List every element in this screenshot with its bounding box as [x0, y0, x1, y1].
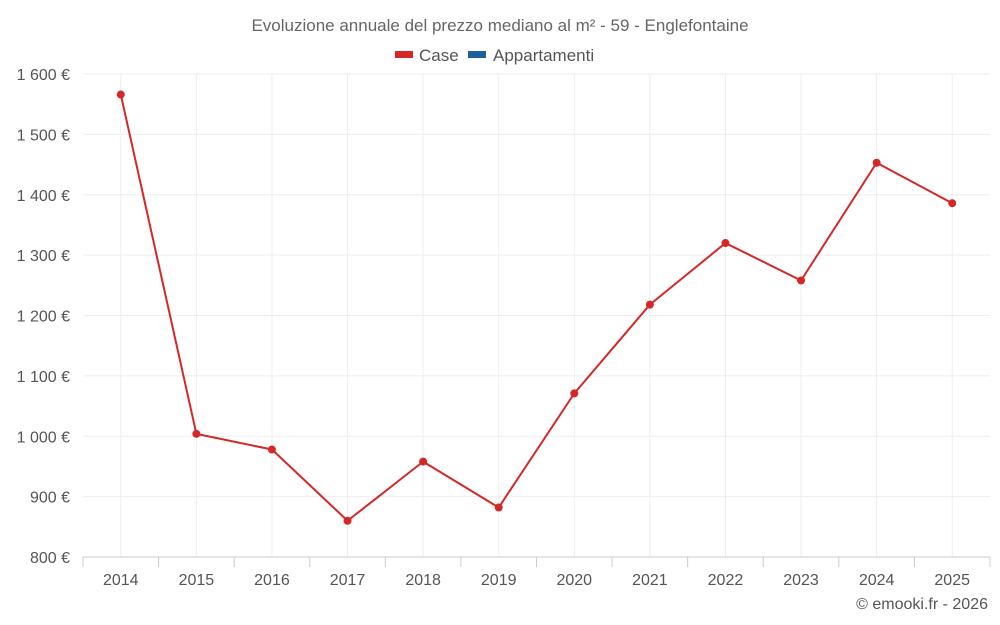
- data-point-case-2016[interactable]: [267, 445, 276, 454]
- data-point-case-2022[interactable]: [721, 239, 730, 248]
- series-line-case: [119, 94, 953, 522]
- x-tick-label: 2025: [934, 572, 970, 589]
- data-point-case-2018[interactable]: [419, 457, 428, 466]
- grid: [83, 73, 990, 557]
- legend-swatch-appartamenti: [468, 51, 486, 58]
- legend: Case Appartamenti: [395, 46, 594, 65]
- y-tick-label: 1 200 €: [17, 309, 70, 326]
- x-tick-label: 2022: [708, 572, 744, 589]
- legend-item-case[interactable]: Case: [395, 46, 459, 65]
- data-point-case-2024[interactable]: [872, 158, 881, 167]
- y-tick-label: 800 €: [30, 550, 70, 567]
- data-point-case-2015[interactable]: [192, 429, 201, 438]
- legend-swatch-case: [395, 51, 413, 58]
- x-tick-label: 2016: [254, 572, 290, 589]
- y-tick-label: 1 500 €: [17, 127, 70, 144]
- y-tick-label: 1 100 €: [17, 369, 70, 386]
- y-tick-label: 1 400 €: [17, 188, 70, 205]
- chart-credit: © emooki.fr - 2026: [856, 596, 988, 613]
- data-point-case-2021[interactable]: [645, 300, 654, 309]
- data-point-case-2017[interactable]: [343, 516, 352, 525]
- x-tick-label: 2023: [783, 572, 819, 589]
- x-axis: 2014 2015 2016 2017 2018 2019 2020 2021 2022 2023…: [82, 556, 991, 589]
- x-tick-label: 2017: [330, 572, 366, 589]
- y-tick-label: 1 300 €: [17, 248, 70, 265]
- x-tick-label: 2014: [103, 572, 139, 589]
- legend-item-appartamenti[interactable]: Appartamenti: [468, 46, 594, 65]
- x-tick-label: 2021: [632, 572, 668, 589]
- y-axis: 800 € 900 € 1 000 € 1 100 € 1 200 € 1 300 € 1 …: [17, 67, 70, 567]
- data-point-case-2023[interactable]: [797, 276, 806, 285]
- series-case: [116, 90, 957, 525]
- data-point-case-2019[interactable]: [494, 503, 503, 512]
- legend-label-appartamenti: Appartamenti: [493, 46, 594, 65]
- x-tick-label: 2020: [556, 572, 592, 589]
- legend-label-case: Case: [419, 46, 459, 65]
- x-tick-label: 2015: [179, 572, 215, 589]
- y-tick-label: 900 €: [30, 490, 70, 507]
- data-point-case-2025[interactable]: [948, 199, 957, 208]
- chart-title: Evoluzione annuale del prezzo mediano al…: [251, 16, 748, 35]
- x-tick-label: 2018: [405, 572, 441, 589]
- data-point-case-2014[interactable]: [116, 90, 125, 99]
- x-tick-label: 2019: [481, 572, 517, 589]
- data-point-case-2020[interactable]: [570, 389, 579, 398]
- y-tick-label: 1 600 €: [17, 67, 70, 84]
- x-tick-label: 2024: [859, 572, 895, 589]
- y-tick-label: 1 000 €: [17, 429, 70, 446]
